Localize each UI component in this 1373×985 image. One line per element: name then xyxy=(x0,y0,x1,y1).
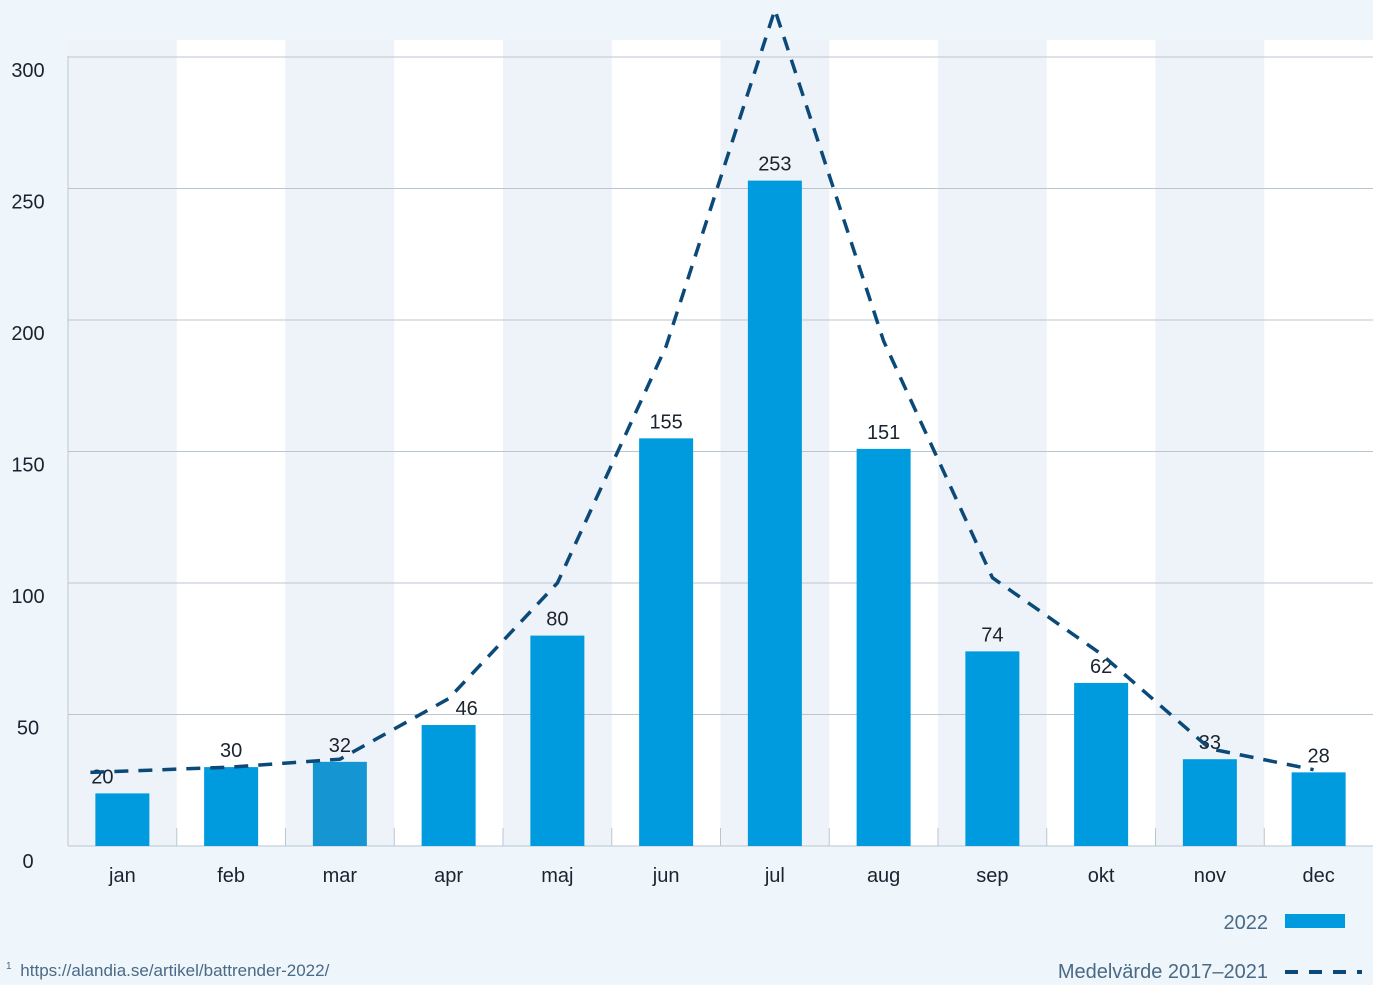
y-tick-label: 250 xyxy=(11,192,44,214)
y-tick-label: 150 xyxy=(11,455,44,477)
footnote-link[interactable]: https://alandia.se/artikel/battrender-20… xyxy=(20,961,329,980)
bar-value-label: 46 xyxy=(456,698,478,720)
column-band xyxy=(1264,40,1373,846)
bar-feb xyxy=(204,767,258,846)
footnote-marker: 1 xyxy=(6,961,12,972)
column-band xyxy=(68,40,177,846)
bar-value-label: 80 xyxy=(546,609,568,631)
bar-value-label: 30 xyxy=(220,740,242,762)
column-bands xyxy=(68,40,1373,846)
x-tick-label: mar xyxy=(323,865,358,887)
x-tick-label: okt xyxy=(1088,865,1115,887)
bar-okt xyxy=(1074,683,1128,846)
bar-value-label: 253 xyxy=(758,154,791,176)
y-tick-label: 100 xyxy=(11,586,44,608)
bar-nov xyxy=(1183,759,1237,846)
y-tick-label: 0 xyxy=(22,851,33,873)
x-tick-label: sep xyxy=(976,865,1008,887)
x-tick-label: apr xyxy=(434,865,463,887)
bar-value-label: 28 xyxy=(1308,745,1330,767)
bar-sep xyxy=(965,651,1019,846)
x-tick-label: nov xyxy=(1194,865,1226,887)
bar-jun xyxy=(639,438,693,846)
legend-label-average: Medelvärde 2017–2021 xyxy=(1058,961,1268,980)
x-tick-label: jul xyxy=(764,865,785,887)
x-axis-tick-labels: jan feb mar apr maj jun jul aug sep okt nov dec xyxy=(108,865,1335,887)
y-tick-label: 200 xyxy=(11,323,44,345)
bar-value-label: 74 xyxy=(981,624,1003,646)
x-tick-label: maj xyxy=(541,865,573,887)
bar-maj xyxy=(530,636,584,846)
column-band xyxy=(1156,40,1265,846)
bar-jul xyxy=(748,181,802,846)
x-tick-label: jun xyxy=(652,865,680,887)
x-tick-label: jan xyxy=(108,865,136,887)
x-tick-label: aug xyxy=(867,865,900,887)
bar-mar xyxy=(313,762,367,846)
legend-swatch-2022 xyxy=(1285,914,1345,928)
x-tick-label: feb xyxy=(217,865,245,887)
bar-dec xyxy=(1292,772,1346,846)
y-tick-label: 300 xyxy=(11,60,44,82)
x-tick-label: dec xyxy=(1303,865,1335,887)
bar-value-label: 151 xyxy=(867,422,900,444)
bar-value-label: 32 xyxy=(329,735,351,757)
footnote: 1 https://alandia.se/artikel/battrender-… xyxy=(6,954,330,980)
bar-aug xyxy=(857,449,911,846)
bar-value-label: 155 xyxy=(649,411,682,433)
bar-value-label: 20 xyxy=(91,766,113,788)
column-band xyxy=(286,40,395,846)
column-band xyxy=(177,40,286,846)
bar-jan xyxy=(95,793,149,846)
bar-apr xyxy=(422,725,476,846)
legend-label-2022: 2022 xyxy=(1224,912,1269,934)
y-axis-tick-labels: 0 50 100 150 200 250 300 xyxy=(11,60,44,873)
svg-text:1 https://alandia.se/a: 1 https://alandia.se/artikel/battrender-… xyxy=(6,954,330,980)
y-tick-label: 50 xyxy=(17,718,39,740)
legend: 2022 Medelvärde 2017–2021 xyxy=(1058,912,1362,980)
